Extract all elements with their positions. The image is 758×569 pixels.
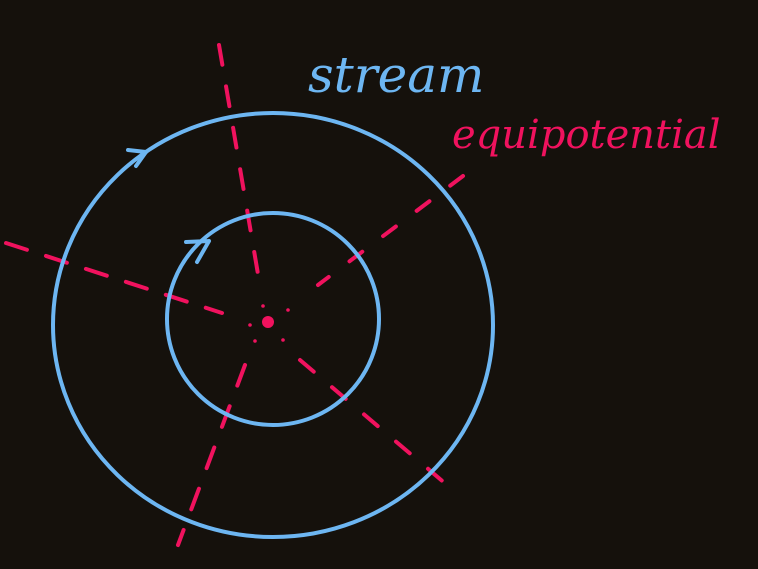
equipotential-line-up: [217, 43, 261, 282]
source-point: [262, 316, 274, 328]
equipotential-lines: [4, 43, 465, 547]
equipotential-line-up-right: [316, 174, 465, 287]
equipotential-line-down-right: [298, 358, 462, 498]
outer-arrow-icon: [126, 148, 148, 168]
source-dot: [261, 304, 265, 308]
source-dot: [281, 338, 285, 342]
equipotential-line-down-left: [176, 363, 247, 547]
source-dot: [286, 308, 290, 312]
stream-label: stream: [308, 46, 484, 104]
source-dot: [248, 323, 252, 327]
equipotential-label: equipotential: [452, 112, 721, 158]
inner-arrow-icon: [184, 239, 211, 264]
outer-streamline: [51, 111, 495, 539]
inner-streamline: [165, 211, 381, 427]
stream-lines: [51, 111, 495, 539]
equipotential-line-left: [4, 241, 224, 315]
source-dot: [253, 339, 257, 343]
